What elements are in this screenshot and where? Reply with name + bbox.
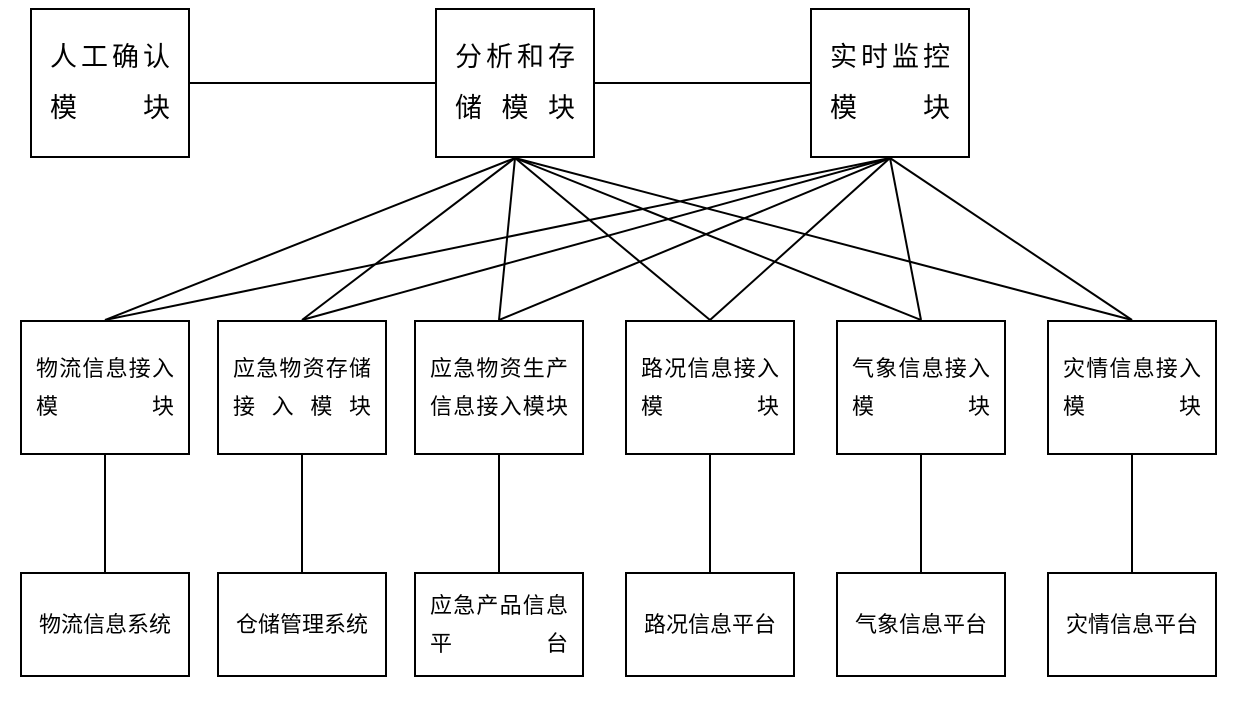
node-label: 物流信息接入模块 bbox=[36, 350, 174, 425]
node-label: 应急产品信息平台 bbox=[430, 587, 568, 662]
diagram-node-b1: 物流信息系统 bbox=[20, 572, 190, 677]
edge-t2-m2 bbox=[302, 158, 515, 320]
node-label: 物流信息系统 bbox=[39, 606, 171, 643]
diagram-node-m6: 灾情信息接入模块 bbox=[1047, 320, 1217, 455]
edge-t2-m6 bbox=[515, 158, 1132, 320]
diagram-node-t2: 分析和存储模块 bbox=[435, 8, 595, 158]
edge-t2-m4 bbox=[515, 158, 710, 320]
node-label: 分析和存储模块 bbox=[455, 32, 575, 135]
diagram-node-b4: 路况信息平台 bbox=[625, 572, 795, 677]
node-label: 路况信息平台 bbox=[644, 606, 776, 643]
diagram-node-m1: 物流信息接入模块 bbox=[20, 320, 190, 455]
diagram-node-m2: 应急物资存储接入模块 bbox=[217, 320, 387, 455]
diagram-node-m5: 气象信息接入模块 bbox=[836, 320, 1006, 455]
diagram-node-m3: 应急物资生产信息接入模块 bbox=[414, 320, 584, 455]
node-label: 应急物资存储接入模块 bbox=[233, 350, 371, 425]
node-label: 气象信息平台 bbox=[855, 606, 987, 643]
node-label: 人工确认模块 bbox=[50, 32, 170, 135]
node-label: 灾情信息平台 bbox=[1066, 606, 1198, 643]
diagram-node-b2: 仓储管理系统 bbox=[217, 572, 387, 677]
diagram-node-b5: 气象信息平台 bbox=[836, 572, 1006, 677]
node-label: 仓储管理系统 bbox=[236, 606, 368, 643]
edge-t3-m6 bbox=[890, 158, 1132, 320]
edge-t3-m2 bbox=[302, 158, 890, 320]
edge-t2-m3 bbox=[499, 158, 515, 320]
edge-t3-m3 bbox=[499, 158, 890, 320]
system-architecture-diagram: 人工确认模块 分析和存储模块 实时监控模块物流信息接入模块应急物资存储接入模块应急物… bbox=[0, 0, 1239, 712]
node-label: 实时监控模块 bbox=[830, 32, 950, 135]
edge-t3-m5 bbox=[890, 158, 921, 320]
edge-t3-m1 bbox=[105, 158, 890, 320]
diagram-node-b3: 应急产品信息平台 bbox=[414, 572, 584, 677]
edge-t2-m5 bbox=[515, 158, 921, 320]
node-label: 路况信息接入模块 bbox=[641, 350, 779, 425]
node-label: 灾情信息接入模块 bbox=[1063, 350, 1201, 425]
diagram-node-b6: 灾情信息平台 bbox=[1047, 572, 1217, 677]
node-label: 应急物资生产信息接入模块 bbox=[430, 350, 568, 425]
diagram-node-t3: 实时监控模块 bbox=[810, 8, 970, 158]
node-label: 气象信息接入模块 bbox=[852, 350, 990, 425]
diagram-node-m4: 路况信息接入模块 bbox=[625, 320, 795, 455]
diagram-node-t1: 人工确认模块 bbox=[30, 8, 190, 158]
edge-t2-m1 bbox=[105, 158, 515, 320]
edge-t3-m4 bbox=[710, 158, 890, 320]
